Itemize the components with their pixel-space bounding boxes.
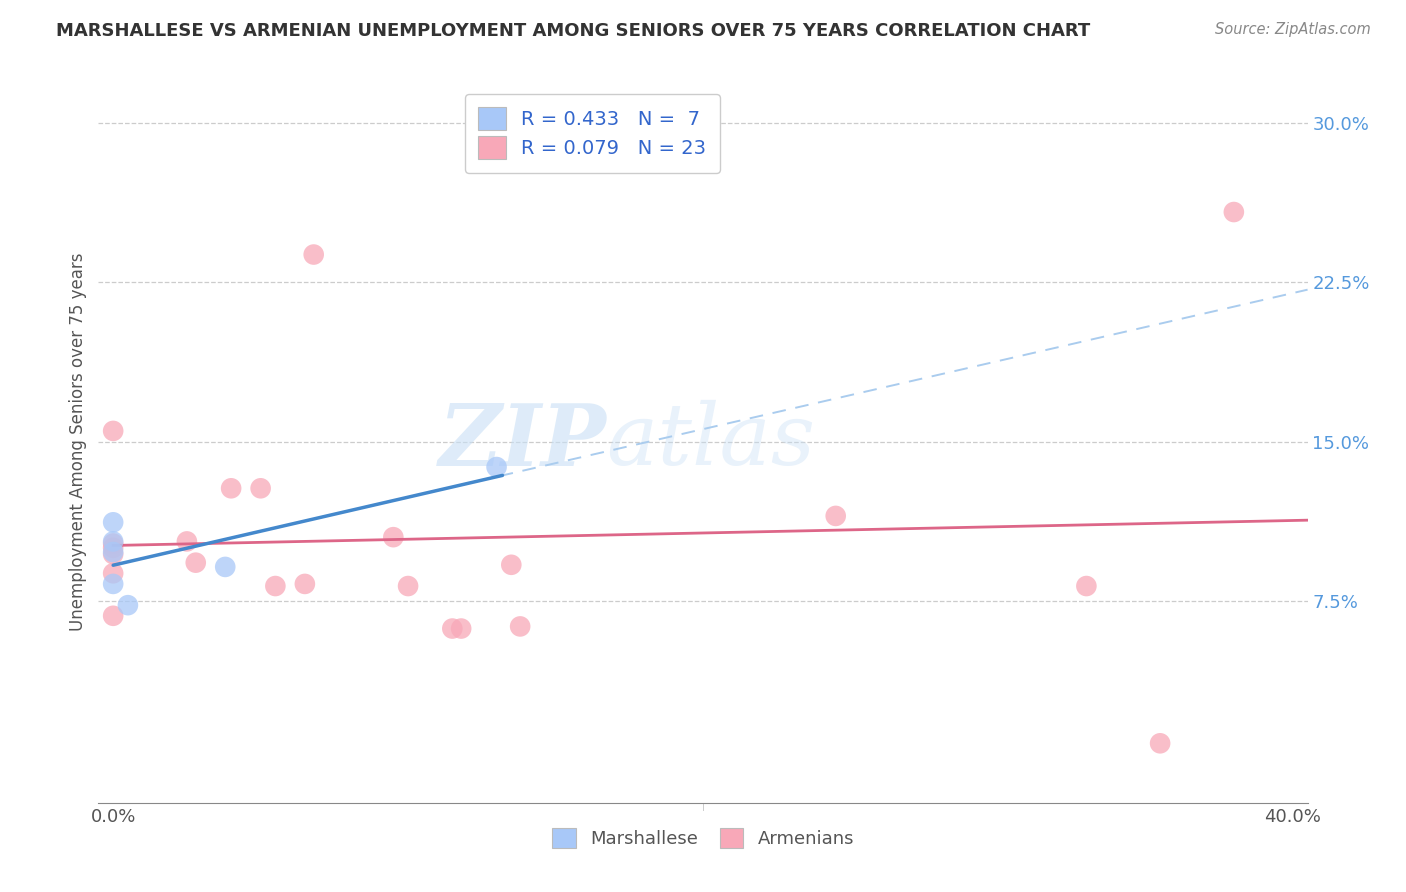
Point	[184, 556, 207, 570]
Point	[382, 530, 405, 544]
Point	[101, 516, 124, 530]
Point	[1076, 579, 1098, 593]
Point	[219, 481, 242, 495]
Point	[1149, 736, 1171, 750]
Point	[101, 608, 124, 623]
Point	[264, 579, 287, 593]
Point	[249, 481, 271, 495]
Point	[441, 622, 464, 636]
Legend: Marshallese, Armenians: Marshallese, Armenians	[546, 821, 860, 855]
Point	[117, 598, 139, 612]
Point	[501, 558, 523, 572]
Text: atlas: atlas	[606, 401, 815, 483]
Point	[101, 547, 124, 561]
Point	[302, 247, 325, 261]
Point	[450, 622, 472, 636]
Point	[101, 577, 124, 591]
Point	[485, 460, 508, 475]
Text: ZIP: ZIP	[439, 400, 606, 483]
Point	[509, 619, 531, 633]
Y-axis label: Unemployment Among Seniors over 75 years: Unemployment Among Seniors over 75 years	[69, 252, 87, 631]
Text: MARSHALLESE VS ARMENIAN UNEMPLOYMENT AMONG SENIORS OVER 75 YEARS CORRELATION CHA: MARSHALLESE VS ARMENIAN UNEMPLOYMENT AMO…	[56, 22, 1091, 40]
Point	[214, 560, 236, 574]
Point	[101, 541, 124, 555]
Text: Source: ZipAtlas.com: Source: ZipAtlas.com	[1215, 22, 1371, 37]
Point	[101, 545, 124, 559]
Point	[101, 424, 124, 438]
Point	[101, 566, 124, 581]
Point	[176, 534, 198, 549]
Point	[396, 579, 419, 593]
Point	[101, 536, 124, 550]
Point	[294, 577, 316, 591]
Point	[101, 534, 124, 549]
Point	[1223, 205, 1246, 219]
Point	[824, 508, 846, 523]
